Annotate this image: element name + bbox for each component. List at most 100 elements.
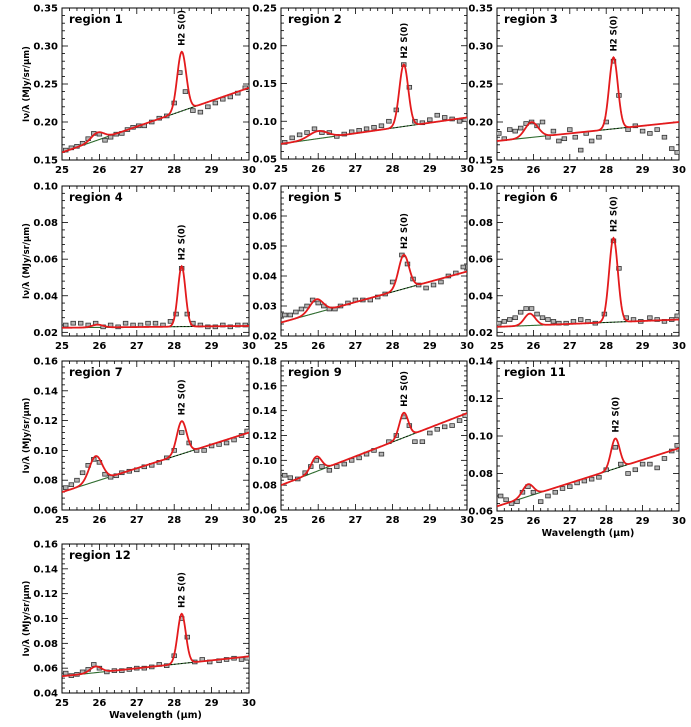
- data-point: [197, 109, 204, 115]
- x-tick-label: 26: [526, 516, 540, 527]
- data-point: [427, 117, 433, 123]
- y-tick-label: 0.08: [468, 218, 493, 229]
- x-tick-label: 27: [563, 341, 577, 352]
- data-point: [378, 123, 385, 129]
- data-point: [79, 470, 86, 476]
- data-point: [282, 312, 288, 318]
- y-tick-label: 0.04: [33, 291, 58, 302]
- data-point: [654, 127, 660, 132]
- y-tick-label: 0.08: [33, 218, 58, 229]
- y-tick-label: 0.18: [252, 357, 277, 368]
- fit-line: [497, 236, 679, 328]
- data-point: [572, 134, 578, 140]
- x-tick-label: 30: [242, 341, 256, 352]
- data-point: [669, 146, 675, 151]
- data-point: [223, 440, 230, 446]
- data-point: [441, 115, 448, 120]
- data-point: [647, 461, 653, 467]
- x-tick-label: 26: [92, 165, 106, 176]
- y-tick-label: 0.16: [252, 381, 277, 392]
- panel-4: 25 26 27 28 29 30 0.02 0.04 0.06 0.08 0.10 Iν/λ (MJ…: [22, 182, 256, 353]
- data-point: [497, 131, 502, 136]
- data-point: [78, 320, 84, 326]
- y-tick-label: 0.08: [252, 481, 277, 492]
- y-tick-label: 0.06: [33, 664, 58, 675]
- x-tick-label: 29: [205, 515, 219, 526]
- x-tick-label: 25: [490, 341, 504, 352]
- x-tick-label: 30: [242, 165, 256, 176]
- y-tick-label: 0.25: [33, 80, 58, 91]
- fit-line: [281, 63, 467, 145]
- x-tick-label: 29: [636, 165, 650, 176]
- y-tick-label: 0.14: [33, 386, 58, 397]
- plot-area: [497, 236, 679, 328]
- data-point: [102, 471, 108, 477]
- y-axis-label: Iν/λ (MJy/sr/μm): [22, 223, 32, 299]
- h2-s0-label: H2 S(0): [400, 213, 410, 249]
- region-label: region 2: [288, 12, 342, 26]
- panel-2: 25 26 27 28 29 30 0.05 0.10 0.15 0.20 0.25 region 2…: [252, 4, 474, 176]
- plot-frame: [61, 360, 250, 511]
- data-point: [412, 439, 418, 445]
- x-tick-label: 27: [348, 341, 362, 352]
- x-tick-label: 30: [672, 516, 686, 527]
- y-tick-label: 0.15: [33, 156, 58, 167]
- data-point: [497, 320, 502, 326]
- y-tick-label: 0.35: [468, 4, 493, 15]
- data-point: [356, 128, 362, 133]
- fit-line: [497, 437, 679, 508]
- h2-s0-label: H2 S(0): [609, 196, 619, 232]
- data-point: [528, 306, 535, 311]
- panel-6: 25 26 27 28 29 30 0.02 0.04 0.06 0.08 0.10 region 6…: [468, 182, 686, 353]
- region-label: region 3: [504, 12, 558, 26]
- plot-frame: [496, 185, 680, 337]
- x-tick-label: 30: [460, 341, 474, 352]
- data-point: [578, 317, 584, 322]
- x-tick-label: 26: [311, 341, 325, 352]
- x-tick-label: 26: [526, 341, 540, 352]
- data-point: [618, 461, 624, 467]
- data-point: [68, 482, 75, 487]
- fit-line: [62, 50, 249, 154]
- y-tick-label: 0.16: [33, 357, 58, 368]
- fit-line: [62, 420, 249, 493]
- y-tick-label: 0.20: [33, 118, 58, 129]
- data-point: [63, 322, 69, 328]
- x-tick-label: 28: [167, 515, 181, 526]
- x-tick-label: 28: [386, 341, 400, 352]
- y-tick-label: 0.07: [252, 182, 277, 193]
- data-point: [178, 430, 185, 435]
- data-point: [654, 465, 660, 471]
- data-point: [517, 125, 524, 131]
- data-point: [152, 320, 159, 326]
- y-tick-label: 0.06: [252, 212, 277, 223]
- fit-line: [62, 264, 249, 329]
- data-point: [378, 451, 385, 457]
- y-tick-label: 0.25: [252, 4, 277, 15]
- y-tick-label: 0.06: [33, 255, 58, 266]
- y-tick-label: 0.03: [252, 302, 277, 313]
- data-point: [212, 100, 219, 106]
- y-tick-label: 0.12: [252, 431, 277, 442]
- data-point: [441, 424, 448, 430]
- x-tick-label: 29: [205, 698, 219, 709]
- data-point: [371, 124, 377, 130]
- data-point: [315, 300, 321, 306]
- x-axis-label: Wavelength (μm): [109, 710, 202, 721]
- data-point: [201, 448, 207, 453]
- data-point: [545, 317, 551, 322]
- data-point: [74, 477, 80, 483]
- data-point: [567, 127, 573, 132]
- y-tick-label: 0.06: [468, 507, 493, 518]
- data-point: [632, 467, 639, 473]
- x-tick-label: 26: [92, 341, 106, 352]
- data-point: [419, 439, 426, 445]
- data-point: [326, 467, 333, 473]
- data-point: [647, 315, 653, 321]
- y-tick-label: 0.10: [252, 456, 277, 467]
- y-tick-label: 0.14: [468, 357, 493, 368]
- h2-s0-label: H2 S(0): [609, 15, 619, 51]
- fit-line: [497, 56, 679, 142]
- data-point: [612, 444, 618, 450]
- y-tick-label: 0.20: [252, 41, 277, 52]
